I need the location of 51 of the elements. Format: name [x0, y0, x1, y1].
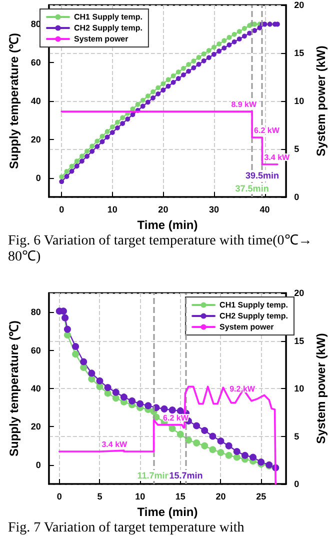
x-tick-label: 0	[56, 492, 62, 502]
x-tick-label: 15	[175, 492, 186, 502]
y2-tick-label: 20	[294, 0, 304, 10]
x-tick-label: 30	[208, 204, 219, 214]
x-tick-label: 10	[107, 204, 118, 214]
caption: Fig. 7 Variation of target temperature with	[8, 520, 244, 536]
x-tick-label: 10	[135, 492, 146, 502]
y2-tick-label: 0	[294, 192, 300, 202]
ref-line-label: 15.7min	[169, 470, 203, 480]
x-tick-label: 20	[216, 492, 226, 502]
data-label: 8.9 kW	[231, 100, 257, 110]
caption: Fig. 6 Variation of target temperature with time(0℃→80℃)	[8, 234, 312, 264]
y2-tick-label: 20	[294, 288, 304, 298]
x-tick-label: 0	[59, 204, 64, 214]
y2-tick-label: 0	[294, 479, 300, 489]
y-tick-label: 80	[30, 307, 41, 318]
legend-label: CH1 Supply temp.	[220, 300, 288, 310]
y-axis-title: Supply temperature (℃)	[7, 320, 21, 457]
x-tick-label: 5	[97, 492, 102, 502]
y2-axis-title: System power (kW)	[314, 333, 328, 444]
y2-tick-label: 10	[294, 96, 304, 106]
y2-tick-label: 5	[294, 431, 300, 442]
y2-tick-label: 15	[294, 336, 304, 346]
y2-tick-label: 10	[294, 384, 304, 394]
x-tick-label: 40	[260, 204, 270, 214]
data-label: 6.2 kW	[254, 126, 280, 135]
ref-line-label: 39.5min	[245, 170, 279, 180]
y-axis-title: Supply temperature (℃)	[7, 32, 21, 170]
y2-tick-label: 5	[294, 144, 300, 154]
y-tick-label: 20	[30, 422, 41, 432]
legend-label: System power	[220, 322, 274, 332]
y2-axis-title: System power (kW)	[314, 46, 328, 156]
legend-label: System power	[74, 34, 128, 44]
ref-line-label: 37.5min	[235, 184, 269, 194]
x-axis-title: Time (min)	[137, 218, 198, 232]
y-tick-label: 20	[30, 134, 41, 144]
y-tick-label: 40	[30, 96, 41, 106]
y-tick-label: 60	[30, 345, 41, 356]
y-tick-label: 40	[30, 384, 41, 394]
x-tick-label: 25	[256, 492, 266, 502]
y-tick-label: 0	[36, 172, 41, 183]
legend-label: CH2 Supply temp.	[220, 312, 288, 320]
data-label: 9.2 kW	[230, 384, 256, 394]
legend-label: CH2 Supply temp.	[74, 24, 142, 32]
data-label: 3.4 kW	[102, 440, 128, 450]
x-axis-title: Time (min)	[137, 505, 198, 519]
x-tick-label: 20	[158, 204, 168, 214]
y-tick-label: 60	[30, 58, 41, 68]
y2-tick-label: 15	[294, 48, 304, 58]
legend-label: CH1 Supply temp.	[74, 12, 142, 22]
y-tick-label: 0	[36, 460, 41, 470]
